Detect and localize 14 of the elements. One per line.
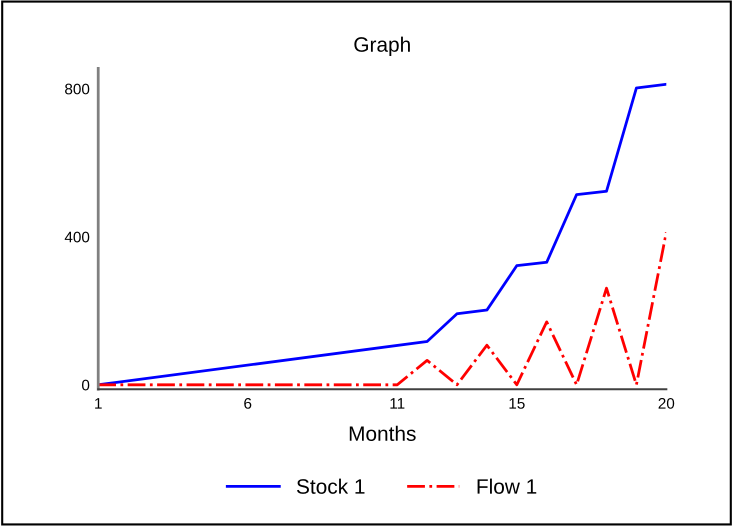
line-series — [98, 82, 666, 386]
line-series — [98, 230, 666, 386]
legend-label: Stock 1 — [296, 478, 364, 494]
y-tick-label: 800 — [65, 84, 90, 94]
x-tick-label: 20 — [658, 398, 674, 409]
x-tick-label: 6 — [244, 398, 252, 409]
x-axis-title: Months — [350, 426, 416, 442]
x-tick-label: 1 — [95, 398, 102, 409]
x-tick-label: 11 — [390, 398, 404, 409]
x-tick-label: 15 — [509, 398, 525, 409]
y-tick-label: 0 — [82, 380, 90, 390]
chart-title: Graph — [354, 36, 410, 56]
y-tick-label: 400 — [64, 232, 90, 242]
legend-label: Flow 1 — [478, 478, 536, 494]
